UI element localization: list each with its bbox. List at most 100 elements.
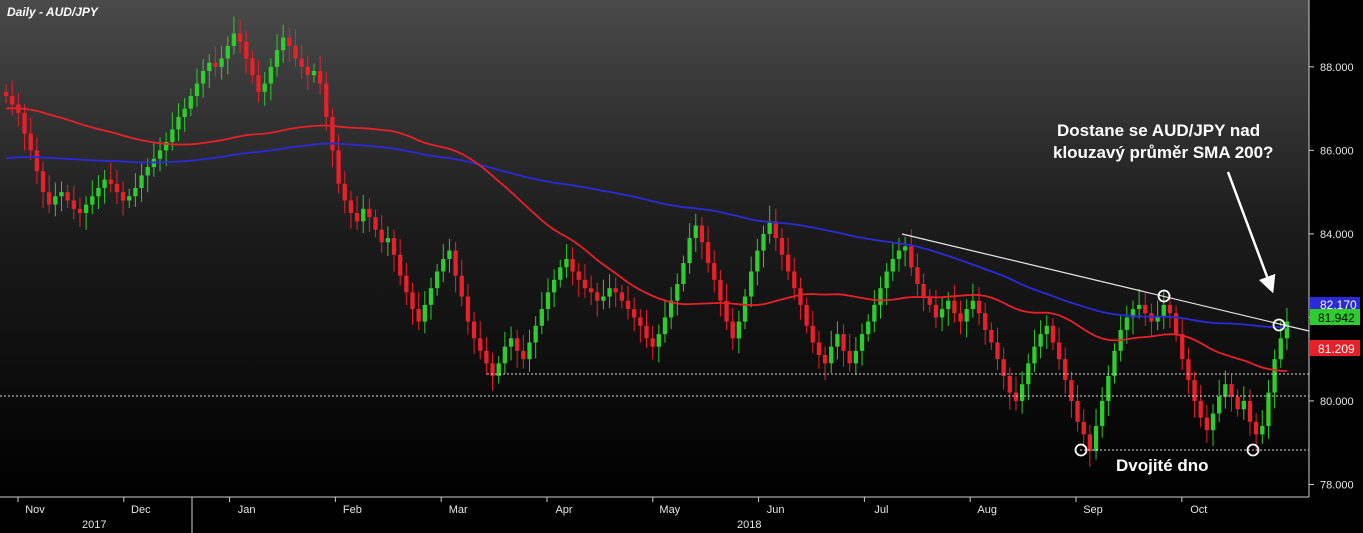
candle-body — [1001, 359, 1006, 376]
candle-body — [398, 254, 403, 276]
candle-body — [958, 313, 963, 322]
candle-body — [311, 71, 317, 76]
candle-body — [1223, 384, 1228, 397]
candle-body — [952, 300, 957, 314]
candle-body — [207, 62, 212, 71]
x-tick-label: Apr — [555, 504, 572, 516]
x-tick-label: Sep — [1083, 504, 1103, 516]
candle-body — [1136, 304, 1142, 310]
candle-body — [1161, 304, 1166, 318]
candle-body — [47, 192, 52, 205]
candle-body — [847, 350, 852, 364]
candle-body — [164, 142, 169, 151]
candle-body — [989, 329, 994, 343]
candle-body — [872, 304, 877, 322]
candle-body — [71, 200, 76, 209]
candle-body — [1217, 396, 1222, 414]
candle-body — [422, 304, 427, 322]
candle-body — [244, 41, 249, 59]
candle-body — [1284, 321, 1290, 339]
candle-body — [909, 246, 914, 268]
candle-body — [250, 58, 255, 76]
candle-body — [742, 296, 748, 322]
candle-body — [890, 258, 895, 272]
candle-body — [1204, 417, 1210, 431]
candle-body — [1173, 313, 1179, 335]
candle-body — [434, 271, 440, 289]
sma-blue-tag: 82.170 — [1310, 297, 1360, 312]
candle-body — [170, 129, 175, 142]
candle-body — [428, 288, 434, 305]
sma-red-tag: 81.209 — [1310, 340, 1360, 356]
candle-body — [145, 167, 150, 176]
annotation-question-line2: klouzavý průměr SMA 200? — [1053, 143, 1273, 162]
candle-body — [939, 309, 945, 318]
candle-body — [656, 334, 661, 347]
candle-body — [10, 96, 15, 105]
candle-body — [90, 196, 95, 205]
descending-trendline — [901, 233, 1310, 332]
candle-body — [829, 346, 834, 364]
double-bottom-marker-1 — [1074, 443, 1088, 457]
y-tick-label: 88.000 — [1320, 62, 1354, 74]
sma-red-tag-bg — [1310, 340, 1360, 356]
candle-body — [859, 334, 865, 351]
candle-body — [213, 62, 218, 67]
candle-body — [551, 279, 557, 293]
candle-body — [878, 288, 883, 305]
candle-body — [792, 271, 797, 289]
sma-blue-tag-bg — [1310, 297, 1360, 312]
candle-body — [724, 300, 729, 322]
candle-body — [1124, 317, 1129, 330]
last-price-tag: 81.942 — [1310, 309, 1360, 325]
candle-body — [570, 258, 575, 272]
candle-body — [268, 66, 274, 84]
breakout-marker — [1272, 318, 1286, 332]
candle-body — [342, 183, 347, 201]
x-tick-label: Feb — [343, 504, 362, 516]
candle-body — [1241, 400, 1246, 410]
candle-body — [816, 342, 822, 355]
candle-body — [687, 238, 692, 264]
candle-body — [1278, 338, 1283, 360]
candle-body — [1266, 392, 1271, 426]
last-price-tag-text: 81.942 — [1318, 311, 1355, 325]
sma-red-tag-text: 81.209 — [1318, 342, 1355, 356]
candle-body — [582, 279, 588, 289]
candle-body — [699, 225, 705, 243]
annotation-question-line1: Dostane se AUD/JPY nad — [1057, 121, 1260, 140]
candle-body — [133, 187, 138, 197]
trendline-touch-marker — [1157, 289, 1171, 303]
candle-body — [785, 254, 791, 272]
candle-body — [194, 83, 200, 97]
candle-body — [632, 309, 637, 318]
candle-body — [256, 75, 261, 92]
candle-body — [810, 325, 815, 343]
candle-body — [139, 175, 144, 188]
sma-blue-line — [6, 142, 1287, 329]
candle-body — [373, 217, 378, 230]
candle-body — [1229, 384, 1234, 397]
x-tick-label: Jun — [767, 504, 785, 516]
candle-body — [970, 300, 976, 310]
candle-body — [1044, 325, 1049, 335]
candle-body — [712, 263, 717, 280]
candle-body — [902, 246, 908, 251]
candle-body — [176, 116, 181, 130]
candle-body — [822, 355, 828, 364]
candle-body — [225, 45, 230, 59]
candle-body — [324, 83, 329, 117]
candle-body — [1032, 346, 1037, 364]
candle-body — [182, 108, 187, 117]
candle-body — [65, 192, 70, 201]
candle-body — [1100, 400, 1105, 426]
year-label-2017: 2017 — [82, 519, 106, 531]
candle-body — [841, 334, 846, 351]
candle-body — [773, 221, 778, 239]
candle-body — [1106, 375, 1111, 401]
candle-body — [539, 309, 544, 326]
candle-body — [527, 342, 532, 360]
candle-body — [28, 133, 33, 151]
candle-body — [964, 309, 969, 322]
